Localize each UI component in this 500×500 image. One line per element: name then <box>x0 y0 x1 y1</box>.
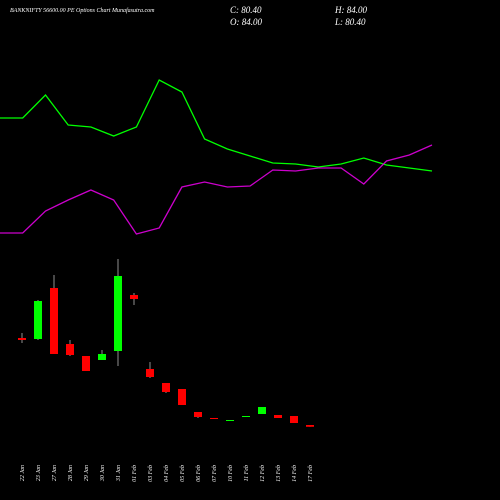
candle-body <box>274 415 282 418</box>
chart-title: BANKNIFTY 56600.00 PE Options Chart Muna… <box>10 7 155 14</box>
candle-body <box>290 416 298 423</box>
x-tick-label: 12 Feb <box>260 465 266 482</box>
x-tick-label: 11 Feb <box>244 465 250 481</box>
x-tick-label: 22 Jan <box>20 465 26 481</box>
candle-body <box>306 425 314 427</box>
x-tick-label: 14 Feb <box>291 465 298 482</box>
candle-body <box>210 418 218 419</box>
x-tick-label: 05 Feb <box>180 465 186 482</box>
x-tick-label: 23 Jan <box>36 465 42 481</box>
candle-body <box>114 276 122 351</box>
x-tick-label: 04 Feb <box>163 465 170 482</box>
candle-body <box>66 344 74 355</box>
ohlc-label: L: 80.40 <box>334 17 366 27</box>
candle-body <box>146 369 154 377</box>
x-tick-label: 13 Feb <box>276 465 282 482</box>
candle-body <box>194 412 202 417</box>
candle-body <box>82 356 90 371</box>
candle-body <box>178 389 186 405</box>
x-tick-label: 31 Jan <box>116 465 122 482</box>
x-tick-label: 07 Feb <box>212 465 218 482</box>
candle-body <box>258 407 266 414</box>
x-tick-label: 30 Jan <box>100 465 106 482</box>
x-tick-label: 27 Jan <box>52 465 58 481</box>
candle-body <box>50 288 58 354</box>
x-tick-label: 29 Jan <box>84 465 90 481</box>
candle-body <box>18 338 26 340</box>
ohlc-label: O: 84.00 <box>230 17 262 27</box>
candle-body <box>242 416 250 417</box>
candle-body <box>162 383 170 392</box>
indicator-line <box>0 144 433 235</box>
candle-body <box>34 301 42 339</box>
ohlc-label: C: 80.40 <box>230 5 262 15</box>
x-tick-label: 10 Feb <box>228 465 234 482</box>
ohlc-label: H: 84.00 <box>334 5 367 15</box>
candle-body <box>98 354 106 360</box>
x-tick-label: 17 Feb <box>308 465 314 482</box>
x-tick-label: 28 Jan <box>68 465 74 481</box>
candle-body <box>130 295 138 299</box>
x-tick-label: 01 Feb <box>132 465 138 482</box>
x-tick-label: 03 Feb <box>148 465 154 482</box>
candle-body <box>226 420 234 421</box>
x-tick-label: 06 Feb <box>196 465 202 482</box>
indicator-line <box>0 79 433 172</box>
